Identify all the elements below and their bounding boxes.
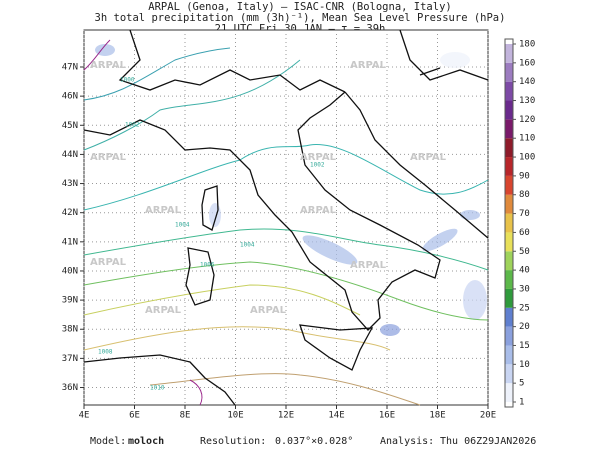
- y-tick-label: 47N: [62, 63, 78, 73]
- y-tick-label: 43N: [62, 179, 78, 189]
- colorbar-frame: [504, 38, 514, 408]
- watermark: ARPAL: [90, 152, 127, 163]
- colorbar-band: [505, 194, 513, 214]
- precipitation: [95, 44, 487, 336]
- colorbar-band: [505, 175, 513, 195]
- x-tick-label: 6E: [129, 411, 140, 421]
- colorbar-band: [505, 364, 513, 384]
- colorbar-label: 130: [519, 96, 535, 106]
- analysis-label: Analysis:: [380, 436, 434, 447]
- colorbar-label: 40: [519, 266, 530, 276]
- y-tick-label: 38N: [62, 325, 78, 335]
- isobar-label: 1010: [150, 385, 165, 392]
- colorbar-label: 30: [519, 284, 530, 294]
- isobar-labels: 1000 1002 1004 1004 1006 1008 1010 1002: [98, 77, 325, 392]
- colorbar-band: [505, 44, 513, 63]
- colorbar-label: 10: [519, 360, 530, 370]
- colorbar-band: [505, 138, 513, 158]
- title: ARPAL (Genoa, Italy) — ISAC-CNR (Bologna…: [148, 1, 451, 13]
- colorbar-label: 25: [519, 303, 530, 313]
- x-tick-label: 12E: [278, 411, 294, 421]
- colorbar-label: 5: [519, 379, 524, 389]
- colorbar-band: [505, 270, 513, 289]
- x-tick-label: 10E: [227, 411, 243, 421]
- y-tick-label: 42N: [62, 208, 78, 218]
- colorbar-label: 90: [519, 171, 530, 181]
- analysis: Thu 06Z29JAN2026: [440, 436, 536, 447]
- colorbar-label: 50: [519, 247, 530, 257]
- colorbar-label: 180: [519, 40, 535, 50]
- colorbar-label: 100: [519, 153, 535, 163]
- model: moloch: [128, 436, 164, 447]
- x-tick-label: 16E: [379, 411, 395, 421]
- isobar-label: 1006: [200, 262, 215, 269]
- colorbar: 1510152025304050607080901001101201301401…: [504, 38, 535, 408]
- isobar-label: 1002: [310, 162, 325, 169]
- colorbar-band: [505, 307, 513, 327]
- colorbar-label: 110: [519, 134, 535, 144]
- y-tick-label: 37N: [62, 354, 78, 364]
- colorbar-band: [505, 383, 513, 402]
- subtitle: 3h total precipitation (mm (3h)⁻¹), Mean…: [95, 12, 506, 24]
- grid: [83, 30, 489, 405]
- x-tick-label: 18E: [429, 411, 445, 421]
- watermark: ARPAL: [300, 152, 337, 163]
- colorbar-label: 80: [519, 190, 530, 200]
- resolution-label: Resolution:: [200, 436, 266, 447]
- colorbar-label: 70: [519, 209, 530, 219]
- y-tick-label: 46N: [62, 92, 78, 102]
- model-label: Model:: [90, 436, 126, 447]
- isobars: [83, 39, 489, 406]
- watermark: ARPAL: [350, 60, 387, 71]
- watermark: ARPAL: [90, 60, 127, 71]
- colorbar-label: 15: [519, 341, 530, 351]
- y-tick-label: 44N: [62, 150, 78, 160]
- colorbar-band: [505, 62, 513, 82]
- colorbar-band: [505, 345, 513, 365]
- colorbar-label: 120: [519, 115, 535, 125]
- x-tick-label: 14E: [328, 411, 344, 421]
- colorbar-band: [505, 213, 513, 233]
- x-tick-label: 20E: [480, 411, 496, 421]
- y-tick-label: 41N: [62, 237, 78, 247]
- x-tick-label: 8E: [180, 411, 191, 421]
- colorbar-band: [505, 157, 513, 176]
- watermark: ARPAL: [300, 205, 337, 216]
- colorbar-label: 60: [519, 228, 530, 238]
- colorbar-label: 20: [519, 322, 530, 332]
- isobar-label: 1008: [98, 349, 113, 356]
- watermark: ARPAL: [90, 257, 127, 268]
- isobar-label: 1000: [120, 77, 135, 84]
- colorbar-band: [505, 119, 513, 139]
- colorbar-band: [505, 288, 513, 308]
- colorbar-band: [505, 326, 513, 346]
- isobar-label: 1004: [175, 222, 190, 229]
- y-tick-label: 45N: [62, 121, 78, 131]
- colorbar-label: 160: [519, 58, 535, 68]
- watermark: ARPAL: [145, 305, 182, 316]
- y-tick-label: 36N: [62, 383, 78, 393]
- isobar-label: 1002: [125, 122, 140, 129]
- isobar-label: 1004: [240, 242, 255, 249]
- colorbar-band: [505, 251, 513, 271]
- watermarks: ARPAL ARPAL ARPAL ARPAL ARPAL ARPAL ARPA…: [90, 60, 447, 316]
- colorbar-band: [505, 232, 513, 252]
- coastlines: [83, 29, 489, 406]
- watermark: ARPAL: [350, 260, 387, 271]
- y-tick-label: 39N: [62, 296, 78, 306]
- colorbar-label: 1: [519, 398, 524, 408]
- watermark: ARPAL: [410, 152, 447, 163]
- resolution: 0.037°×0.028°: [275, 436, 353, 447]
- watermark: ARPAL: [145, 205, 182, 216]
- colorbar-label: 140: [519, 77, 535, 87]
- axes: 4E 6E 8E 10E 12E 14E 16E 18E 20E 36N 37N 38N 39N 40N 4…: [62, 63, 496, 421]
- colorbar-band: [505, 100, 513, 120]
- watermark: ARPAL: [250, 305, 287, 316]
- y-tick-label: 40N: [62, 266, 78, 276]
- colorbar-band: [505, 81, 513, 101]
- x-tick-label: 4E: [79, 411, 90, 421]
